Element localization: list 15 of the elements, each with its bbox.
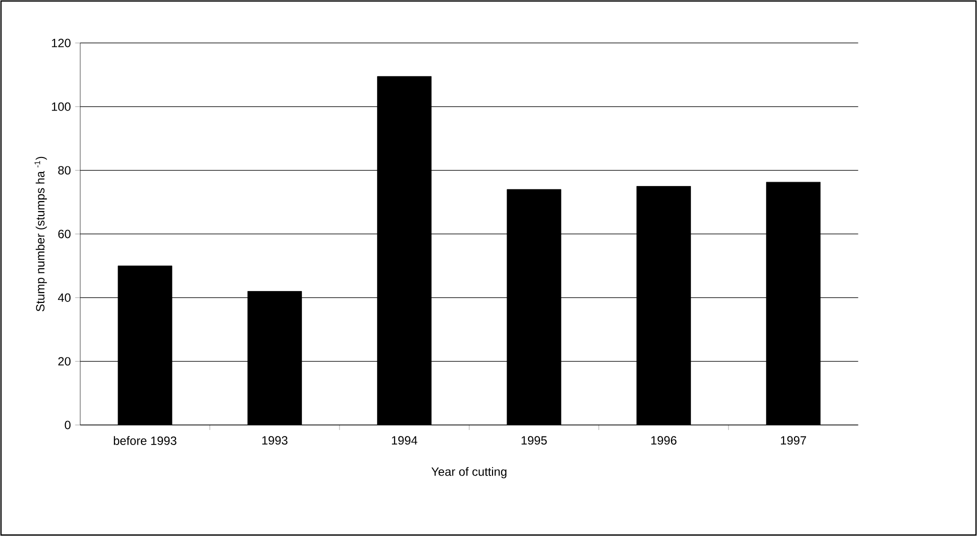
x-tick-label: 1997 bbox=[780, 436, 806, 445]
x-tick-label: 1995 bbox=[522, 436, 547, 445]
x-tick-label: 1993 bbox=[262, 436, 288, 445]
y-tick-label: 100 bbox=[52, 102, 71, 111]
y-axis-title: Stump number (stumps ha $^{-1}$) bbox=[34, 156, 47, 312]
y-tick-label: 40 bbox=[58, 293, 71, 302]
x-axis-title: Year of cutting bbox=[431, 467, 506, 478]
y-tick-label: 60 bbox=[58, 230, 71, 238]
y-tick-label: 0 bbox=[64, 420, 71, 430]
x-tick-label: before 1993 bbox=[114, 436, 176, 445]
x-tick-label: 1994 bbox=[392, 436, 418, 445]
y-tick-label: 20 bbox=[58, 357, 71, 366]
y-tick-label: 120 bbox=[52, 38, 71, 48]
x-tick-label: 1996 bbox=[651, 436, 676, 445]
y-tick-label: 80 bbox=[58, 166, 71, 175]
